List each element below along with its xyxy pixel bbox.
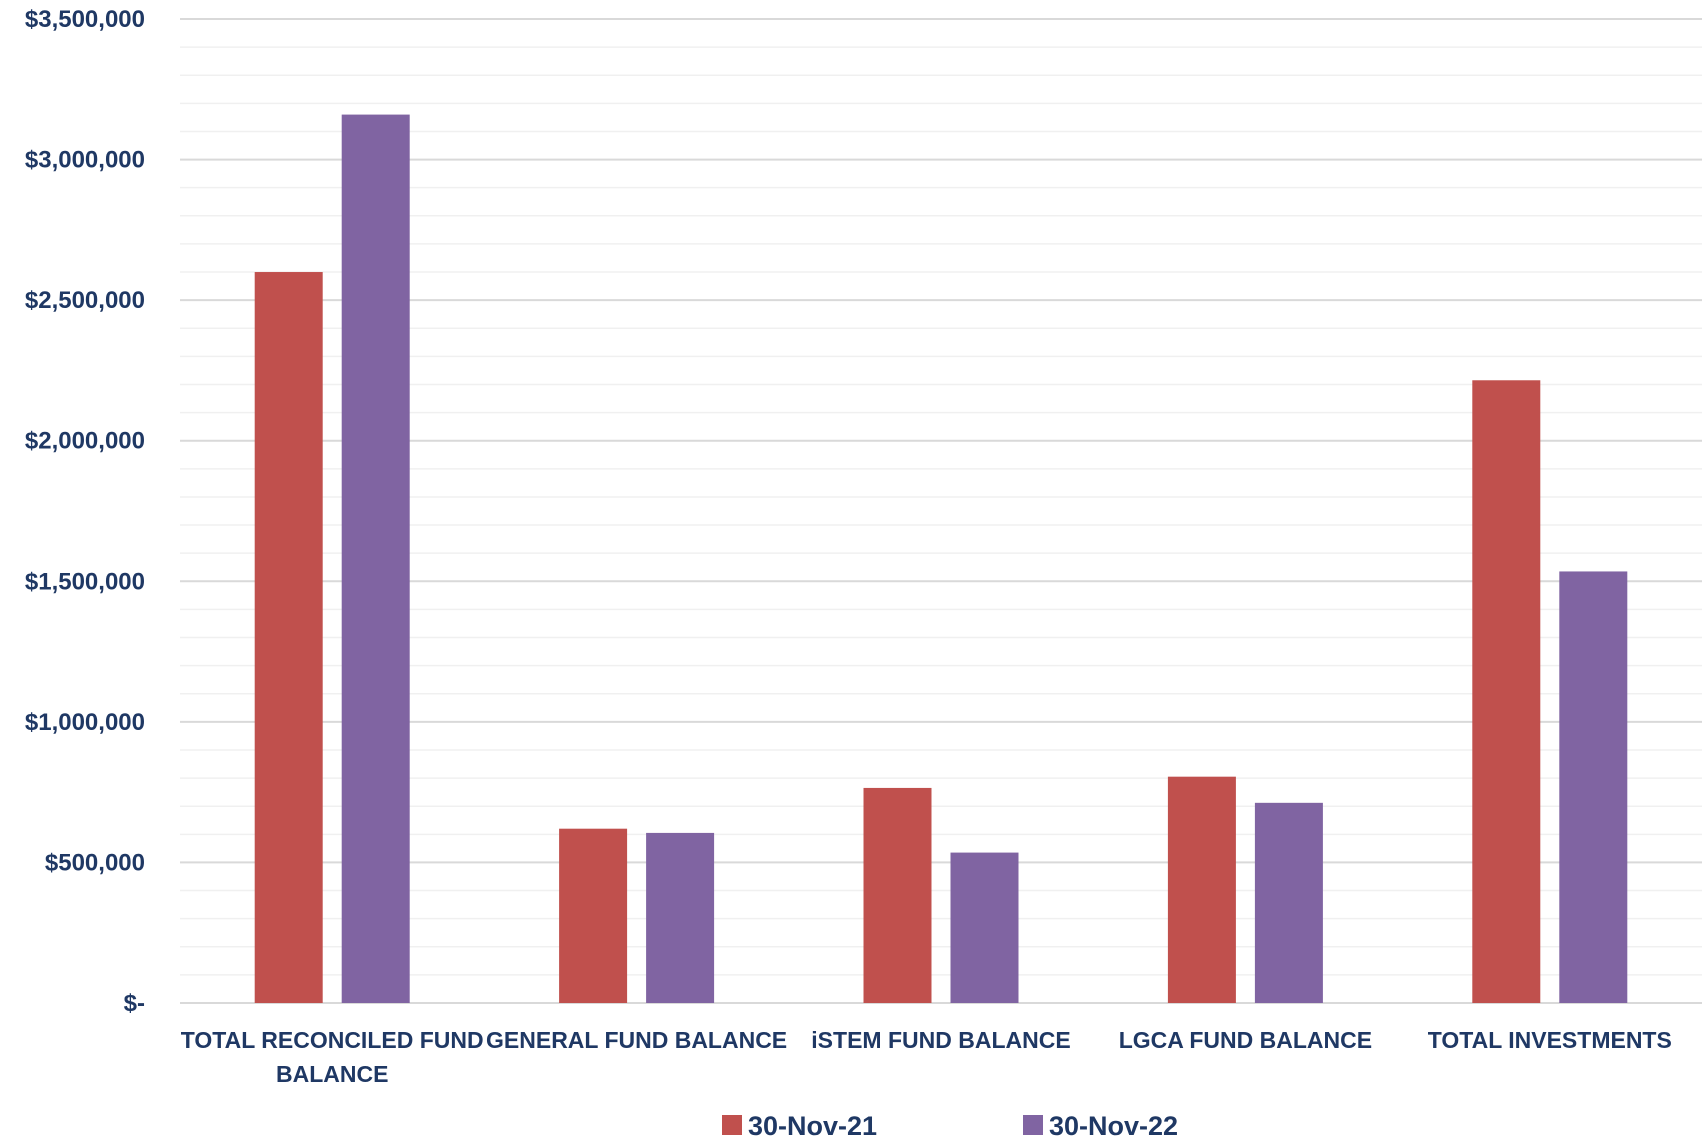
bar-1-3 (863, 787, 932, 1003)
bar-2-2 (646, 832, 715, 1003)
category-label: GENERAL FUND BALANCE (486, 1027, 787, 1053)
category-label: TOTAL INVESTMENTS (1428, 1027, 1672, 1053)
y-tick-label: $2,500,000 (25, 287, 145, 314)
gridlines (180, 18, 1702, 1004)
bar-2-3 (950, 852, 1019, 1003)
y-tick-label: $3,000,000 (25, 147, 145, 174)
bar-2-4 (1254, 802, 1323, 1003)
y-tick-label: $2,000,000 (25, 428, 145, 455)
bar-1-4 (1167, 776, 1236, 1003)
category-label: iSTEM FUND BALANCE (811, 1027, 1070, 1053)
y-tick-label: $- (124, 990, 145, 1017)
y-tick-label: $1,000,000 (25, 709, 145, 736)
y-tick-label: $1,500,000 (25, 568, 145, 595)
legend-label: 30-Nov-21 (748, 1111, 877, 1141)
bar-2-1 (341, 114, 410, 1004)
legend: 30-Nov-21 30-Nov-22 (722, 1111, 1178, 1141)
bars (254, 114, 1628, 1004)
bar-1-5 (1472, 380, 1541, 1004)
bar-1-1 (254, 272, 323, 1003)
legend-swatch (1023, 1115, 1043, 1135)
y-axis-tick-labels: $- $500,000 $1,000,000 $1,500,000 $2,000,000… (25, 6, 145, 1017)
bar-2-5 (1559, 571, 1628, 1003)
legend-swatch (722, 1115, 742, 1135)
y-tick-label: $500,000 (45, 849, 145, 876)
category-label: TOTAL RECONCILED FUND BALANCE (181, 1027, 484, 1087)
category-label: LGCA FUND BALANCE (1119, 1027, 1372, 1053)
bar-1-2 (559, 828, 628, 1003)
y-tick-label: $3,500,000 (25, 6, 145, 33)
legend-label: 30-Nov-22 (1049, 1111, 1178, 1141)
